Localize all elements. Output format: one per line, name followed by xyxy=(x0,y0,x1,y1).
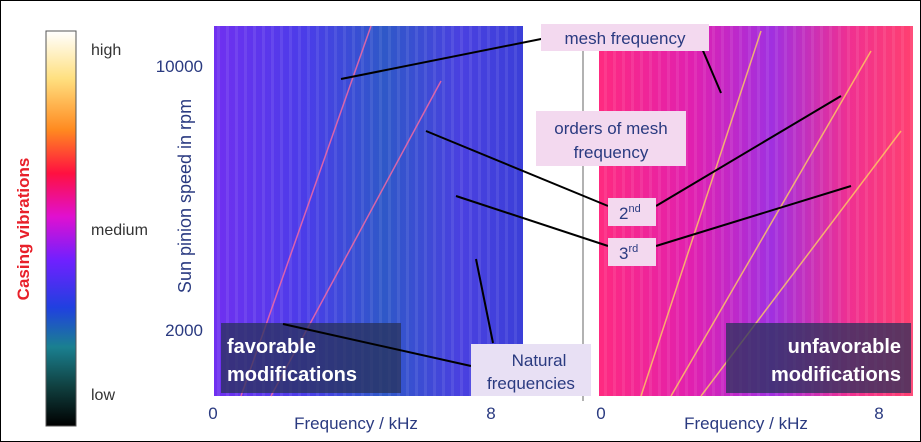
caption: unfavorable xyxy=(788,336,901,358)
annotation: Natural xyxy=(512,351,567,370)
y-axis-label: Sun pinion speed in rpm xyxy=(175,99,195,293)
x-axis-label: Frequency / kHz xyxy=(294,414,418,433)
annotation-box xyxy=(541,24,709,51)
annotation: 2nd xyxy=(619,203,641,223)
colorbar-title: Casing vibrations xyxy=(14,158,33,301)
x-tick-label: 8 xyxy=(874,404,883,423)
caption: modifications xyxy=(227,364,357,386)
annotation: mesh frequency xyxy=(565,29,686,48)
caption: modifications xyxy=(771,364,901,386)
annotation-box xyxy=(471,344,591,396)
colorbar-label: high xyxy=(91,42,121,59)
caption-box xyxy=(221,323,401,393)
order-suffix: rd xyxy=(628,243,638,255)
colorbar xyxy=(45,30,77,427)
x-tick-label: 8 xyxy=(486,404,495,423)
colorbar-label: low xyxy=(91,387,115,404)
annotation: frequencies xyxy=(487,374,575,393)
annotation-box xyxy=(608,238,656,266)
x-tick-label: 0 xyxy=(596,404,605,423)
annotation: orders of mesh xyxy=(554,119,667,138)
order-suffix: nd xyxy=(628,203,640,215)
annotation: frequency xyxy=(574,143,649,162)
order-number: 2 xyxy=(619,204,628,223)
annotation-box xyxy=(608,198,656,226)
order-number: 3 xyxy=(619,244,628,263)
x-axis-label: Frequency / kHz xyxy=(684,414,808,433)
caption-box xyxy=(726,323,911,393)
x-tick-label: 0 xyxy=(208,404,217,423)
annotation-box xyxy=(536,111,686,166)
leader-lines xyxy=(282,37,852,367)
y-tick-label: 2000 xyxy=(165,321,203,340)
caption: favorable xyxy=(227,336,316,358)
y-tick-label: 10000 xyxy=(156,57,203,76)
annotation: 3rd xyxy=(619,243,638,263)
colorbar-label: medium xyxy=(91,222,148,239)
